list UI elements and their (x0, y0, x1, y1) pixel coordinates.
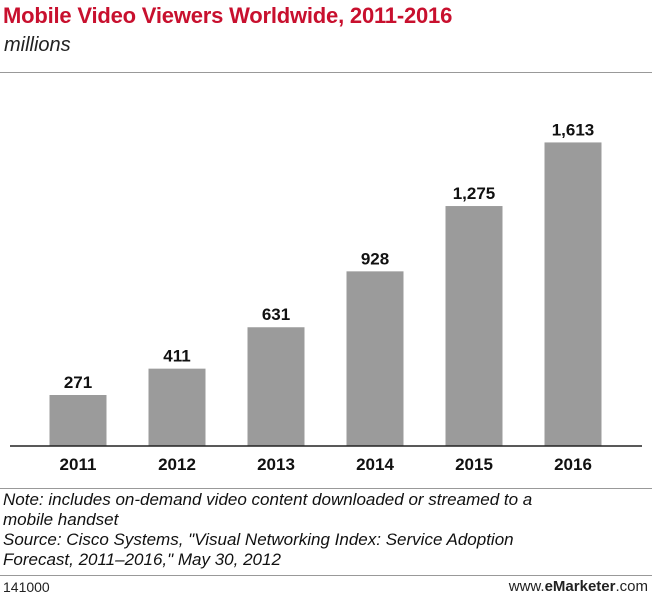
bar-2016 (544, 142, 602, 446)
x-tick-2015: 2015 (455, 455, 493, 474)
value-label-2014: 928 (361, 249, 389, 268)
x-tick-2011: 2011 (60, 455, 97, 474)
x-tick-2013: 2013 (257, 455, 295, 474)
top-divider (0, 72, 652, 73)
note-line-2: mobile handset (3, 510, 119, 529)
bar-2014 (346, 271, 404, 446)
chart-notes: Note: includes on-demand video content d… (3, 490, 643, 570)
brand-prefix: www. (508, 578, 545, 595)
value-label-2013: 631 (262, 305, 290, 324)
value-label-2011: 271 (64, 373, 92, 392)
x-tick-2014: 2014 (356, 455, 394, 474)
bar-2012 (148, 368, 206, 446)
bar-2011 (49, 394, 107, 446)
value-label-2012: 411 (163, 347, 190, 366)
bar-2013 (247, 327, 305, 446)
emarketer-brand: www.eMarketer.com (509, 578, 648, 595)
chart-subtitle: millions (4, 34, 71, 56)
value-label-2016: 1,613 (552, 120, 595, 139)
bar-2015 (445, 206, 503, 446)
chart-id: 141000 (3, 579, 50, 595)
notes-divider (0, 488, 652, 489)
x-tick-2012: 2012 (158, 455, 196, 474)
note-line-1: Note: includes on-demand video content d… (3, 490, 533, 509)
source-line-1: Source: Cisco Systems, "Visual Networkin… (3, 530, 514, 549)
source-line-2: Forecast, 2011–2016," May 30, 2012 (3, 550, 281, 569)
chart-title: Mobile Video Viewers Worldwide, 2011-201… (3, 3, 453, 28)
value-label-2015: 1,275 (453, 184, 496, 203)
tick-labels-layer: 2011 2012 2013 2014 2015 2016 (60, 455, 592, 474)
bars-layer: 271 411 631 928 1,275 1,613 (49, 120, 602, 446)
brand-name: eMarketer (544, 578, 616, 595)
brand-suffix: .com (615, 578, 648, 595)
footer-divider (0, 575, 652, 576)
x-tick-2016: 2016 (554, 455, 592, 474)
